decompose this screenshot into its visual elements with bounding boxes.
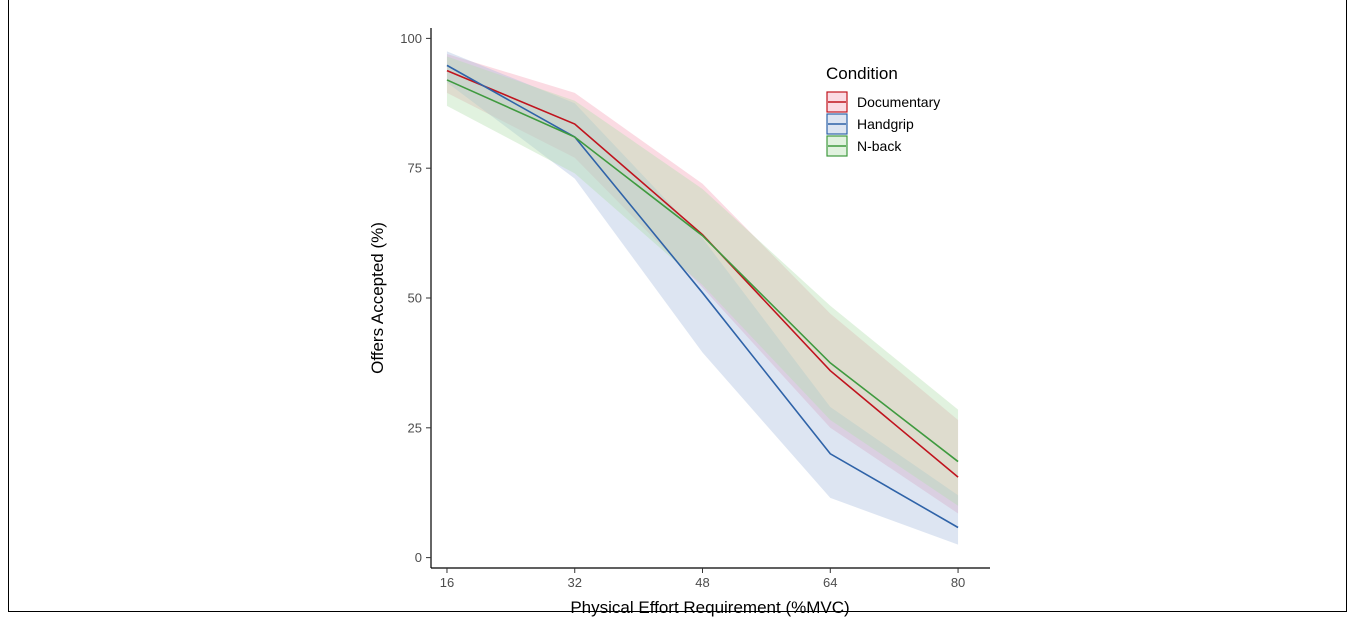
y-tick-label: 75 xyxy=(408,161,422,176)
band-n-back xyxy=(446,56,959,506)
y-axis-title: Offers Accepted (%) xyxy=(368,222,387,374)
line-documentary xyxy=(446,69,959,478)
y-tick-label: 100 xyxy=(400,31,422,46)
x-axis-title: Physical Effort Requirement (%MVC) xyxy=(570,598,849,617)
x-tick-label: 16 xyxy=(440,575,454,590)
band-documentary xyxy=(446,53,959,514)
series-lines xyxy=(446,64,959,529)
axes: 16 32 48 64 80 0 25 50 75 100 xyxy=(400,28,990,590)
legend-label-handgrip: Handgrip xyxy=(857,116,914,132)
legend-label-documentary: Documentary xyxy=(857,94,940,110)
figure-frame xyxy=(8,0,1347,612)
y-tick-label: 0 xyxy=(415,550,422,565)
x-tick-label: 48 xyxy=(695,575,709,590)
confidence-bands xyxy=(446,51,959,545)
line-handgrip xyxy=(446,64,959,529)
y-tick-label: 50 xyxy=(408,291,422,306)
x-tick-label: 80 xyxy=(951,575,965,590)
y-tick-label: 25 xyxy=(408,420,422,435)
legend-title: Condition xyxy=(826,64,898,83)
legend-label-n-back: N-back xyxy=(857,138,902,154)
x-tick-label: 64 xyxy=(823,575,837,590)
line-n-back xyxy=(446,79,959,463)
x-tick-label: 32 xyxy=(568,575,582,590)
band-handgrip xyxy=(446,51,959,545)
legend: Documentary Handgrip N-back xyxy=(826,91,940,157)
